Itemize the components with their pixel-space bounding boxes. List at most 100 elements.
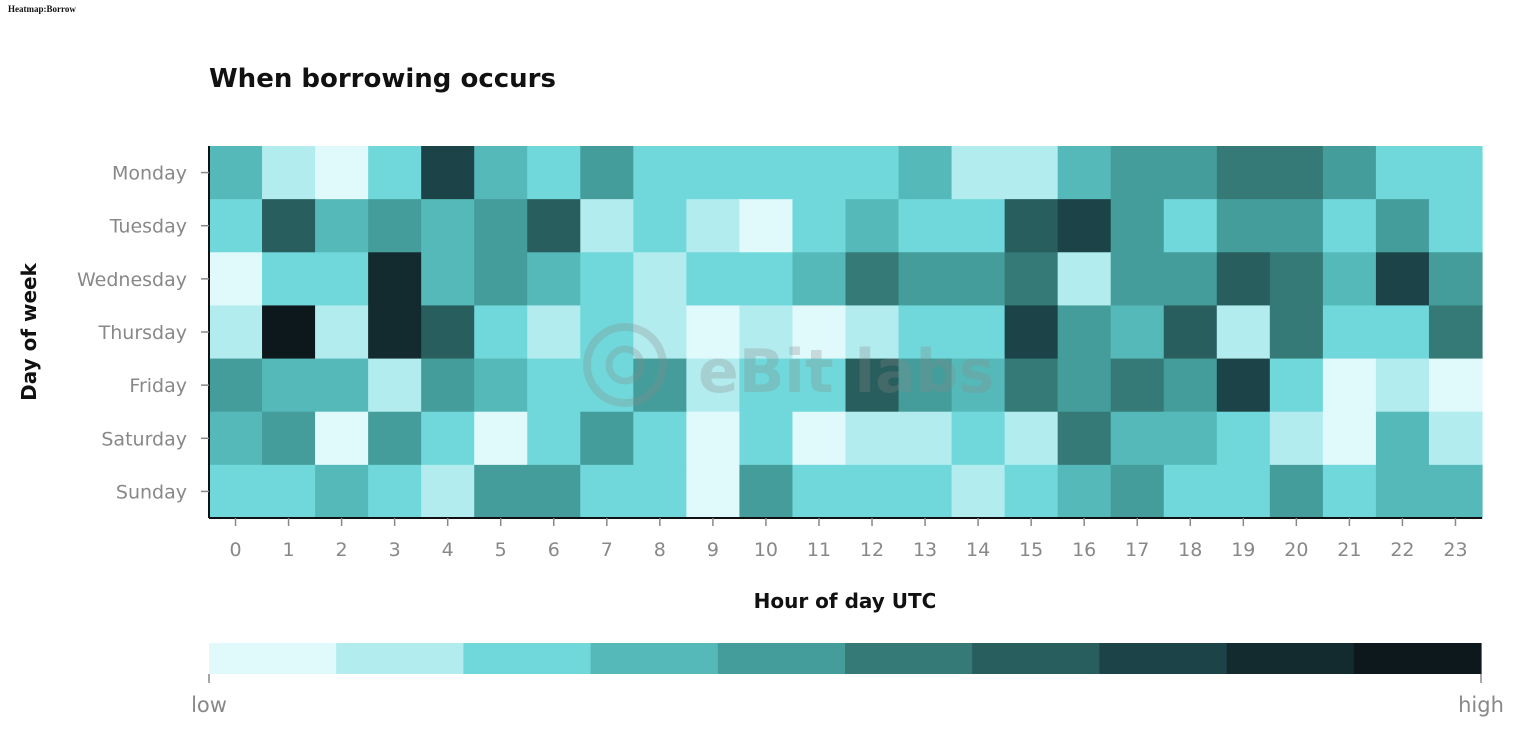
y-tick-label: Wednesday [77,269,187,291]
heatmap-cell [739,305,794,360]
heatmap-cell [1110,305,1165,360]
heatmap-cell [951,146,1006,200]
y-axis-ticks: Monday Tuesday Wednesday Thursday Friday Satu… [77,163,209,503]
heatmap-cell [421,358,475,413]
heatmap-cells [209,146,1483,519]
heatmap-cell [421,464,475,519]
x-axis-label: Hour of day UTC [754,589,937,613]
heatmap-cell [1057,252,1112,307]
heatmap-cell [1216,252,1271,307]
heatmap-cell [845,305,900,360]
heatmap-cell [1375,252,1430,307]
heatmap-cell [1428,305,1483,360]
legend-swatch [336,643,464,674]
x-tick-label: 6 [548,539,560,561]
x-tick-label: 16 [1072,539,1096,561]
heatmap-cell [951,305,1006,360]
heatmap-cell [686,252,741,307]
heatmap-cell [1110,464,1165,519]
heatmap-cell [209,411,263,466]
heatmap-cell [1269,252,1324,307]
heatmap-cell [1322,305,1377,360]
heatmap-cell [1163,199,1218,253]
heatmap-cell [1269,305,1324,360]
heatmap-cell [1004,411,1059,466]
heatmap-cell [792,305,847,360]
heatmap-cell [1216,411,1271,466]
y-tick-label: Monday [112,163,187,185]
legend-swatch [845,643,973,674]
heatmap-cell [421,146,475,200]
heatmap-cell [1110,199,1165,253]
heatmap-cell [845,464,900,519]
heatmap-cell [633,464,687,519]
heatmap-cell [527,411,581,466]
legend-swatch [1099,643,1228,674]
legend-swatch [590,643,719,674]
heatmap-cell [474,199,528,253]
heatmap-cell [262,252,316,307]
heatmap-cell [633,199,687,253]
heatmap-cell [1269,199,1324,253]
heatmap-cell [262,305,316,360]
heatmap-cell [898,464,953,519]
y-tick-label: Thursday [98,322,187,344]
heatmap-cell [1216,464,1271,519]
heatmap-cell [474,464,528,519]
x-tick-label: 3 [389,539,401,561]
heatmap-cell [1110,411,1165,466]
heatmap-cell [527,252,581,307]
heatmap-cell [368,411,422,466]
heatmap-cell [739,411,794,466]
x-tick-label: 12 [860,539,884,561]
heatmap-cell [421,252,475,307]
heatmap-cell [315,358,369,413]
heatmap-cell [633,146,687,200]
heatmap-cell [421,305,475,360]
heatmap-cell [1428,464,1483,519]
heatmap-cell [262,146,316,200]
watermark-text: eBit labs [698,337,994,407]
heatmap-cell [951,464,1006,519]
legend-swatch [717,643,846,674]
heatmap-cell [368,358,422,413]
heatmap-cell [1322,358,1377,413]
color-legend [208,643,1482,683]
x-tick-label: 19 [1231,539,1255,561]
heatmap-cell [686,358,741,413]
heatmap-cell [686,199,741,253]
y-tick-label: Tuesday [109,216,187,238]
heatmap-cell [951,252,1006,307]
heatmap-cell [633,252,687,307]
heatmap-cell [262,199,316,253]
heatmap-cell [1004,358,1059,413]
x-tick-label: 14 [966,539,990,561]
heatmap-cell [368,146,422,200]
legend-high-label: high [1458,693,1504,717]
heatmap-cell [474,411,528,466]
heatmap-cell [1269,146,1324,200]
legend-swatch [463,643,592,674]
chart-title: When borrowing occurs [209,64,556,94]
heatmap-cell [739,358,794,413]
heatmap-cell [686,411,741,466]
heatmap-cell [1163,411,1218,466]
heatmap-cell [262,464,316,519]
heatmap-cell [580,411,634,466]
heatmap-cell [739,252,794,307]
x-tick-label: 21 [1337,539,1361,561]
heatmap-cell [686,305,741,360]
x-tick-label: 15 [1019,539,1043,561]
heatmap-cell [1428,199,1483,253]
heatmap-cell [1057,199,1112,253]
heatmap-cell [315,252,369,307]
heatmap-cell [845,199,900,253]
heatmap-cell [633,358,687,413]
heatmap-cell [580,252,634,307]
heatmap-cell [1004,464,1059,519]
heatmap-cell [739,146,794,200]
heatmap-cell [792,464,847,519]
heatmap-cell [1375,146,1430,200]
heatmap-cell [527,464,581,519]
heatmap-cell [845,146,900,200]
